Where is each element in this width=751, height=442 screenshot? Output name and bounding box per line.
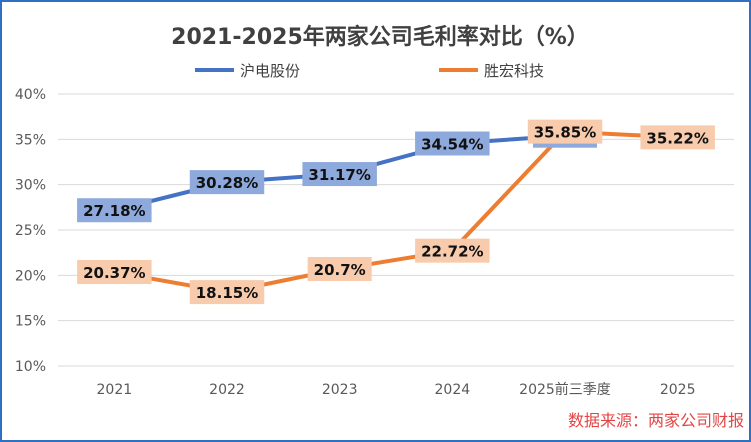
data-labels: 27.18%30.28%31.17%34.54%35.4%20.37%18.15… (77, 119, 715, 305)
data-label-box (189, 280, 265, 305)
y-tick-label: 25% (15, 223, 46, 239)
data-label-text: 35.85% (534, 124, 596, 142)
data-label-box (415, 131, 490, 156)
x-tick-label: 2021 (97, 382, 133, 398)
x-axis: 2021 2022 2023 2024 2025前三季度 2025 (97, 381, 696, 398)
x-tick-label: 2024 (435, 382, 471, 398)
data-label-box (307, 256, 372, 281)
x-tick-label: 2025前三季度 (519, 381, 611, 398)
y-axis: 40% 35% 30% 25% 20% 15% 10% (15, 87, 46, 375)
data-label-text: 20.37% (83, 264, 145, 282)
data-label-box (302, 162, 377, 187)
y-tick-label: 30% (15, 178, 46, 194)
data-label-series-0: 34.54% (415, 131, 490, 156)
y-tick-label: 40% (15, 87, 46, 103)
x-tick-label: 2025 (660, 382, 696, 398)
data-label-series-1: 35.22% (640, 125, 715, 150)
data-label-series-0: 30.28% (189, 170, 265, 195)
data-label-box (77, 198, 152, 223)
chart-title: 2021-2025年两家公司毛利率对比（%） (171, 24, 589, 50)
legend-label-series-1: 胜宏科技 (484, 62, 544, 80)
data-label-series-0: 31.17% (302, 162, 377, 187)
data-label-series-1: 20.7% (307, 256, 372, 281)
data-label-text: 20.7% (314, 261, 366, 279)
y-tick-label: 10% (15, 359, 46, 375)
x-tick-label: 2022 (209, 382, 245, 398)
data-label-text: 34.54% (421, 136, 483, 154)
watermark-text: 数据来源：两家公司财报 (568, 411, 744, 430)
data-label-box (189, 170, 265, 195)
data-label-series-0: 27.18% (77, 198, 152, 223)
legend-label-series-0: 沪电股份 (240, 62, 300, 80)
x-tick-label: 2023 (322, 382, 358, 398)
data-label-series-1: 18.15% (189, 280, 265, 305)
y-tick-label: 35% (15, 132, 46, 148)
grid (58, 93, 734, 367)
data-label-text: 35.22% (646, 129, 708, 147)
data-label-box (527, 119, 603, 144)
data-label-text: 27.18% (83, 202, 145, 220)
data-label-box (640, 125, 715, 150)
y-tick-label: 15% (15, 314, 46, 330)
data-label-series-1: 20.37% (77, 259, 152, 284)
data-label-text: 22.72% (421, 243, 483, 261)
series-line-1 (112, 129, 680, 295)
data-label-series-1: 35.85% (527, 119, 603, 144)
y-tick-label: 20% (15, 268, 46, 284)
legend: 沪电股份 胜宏科技 (195, 62, 544, 80)
data-label-text: 30.28% (196, 174, 258, 192)
series-lines (112, 129, 680, 295)
data-label-text: 31.17% (308, 166, 370, 184)
data-label-text: 18.15% (196, 284, 258, 302)
data-label-box (77, 259, 152, 284)
data-label-box (415, 238, 490, 263)
data-label-series-1: 22.72% (415, 238, 490, 263)
